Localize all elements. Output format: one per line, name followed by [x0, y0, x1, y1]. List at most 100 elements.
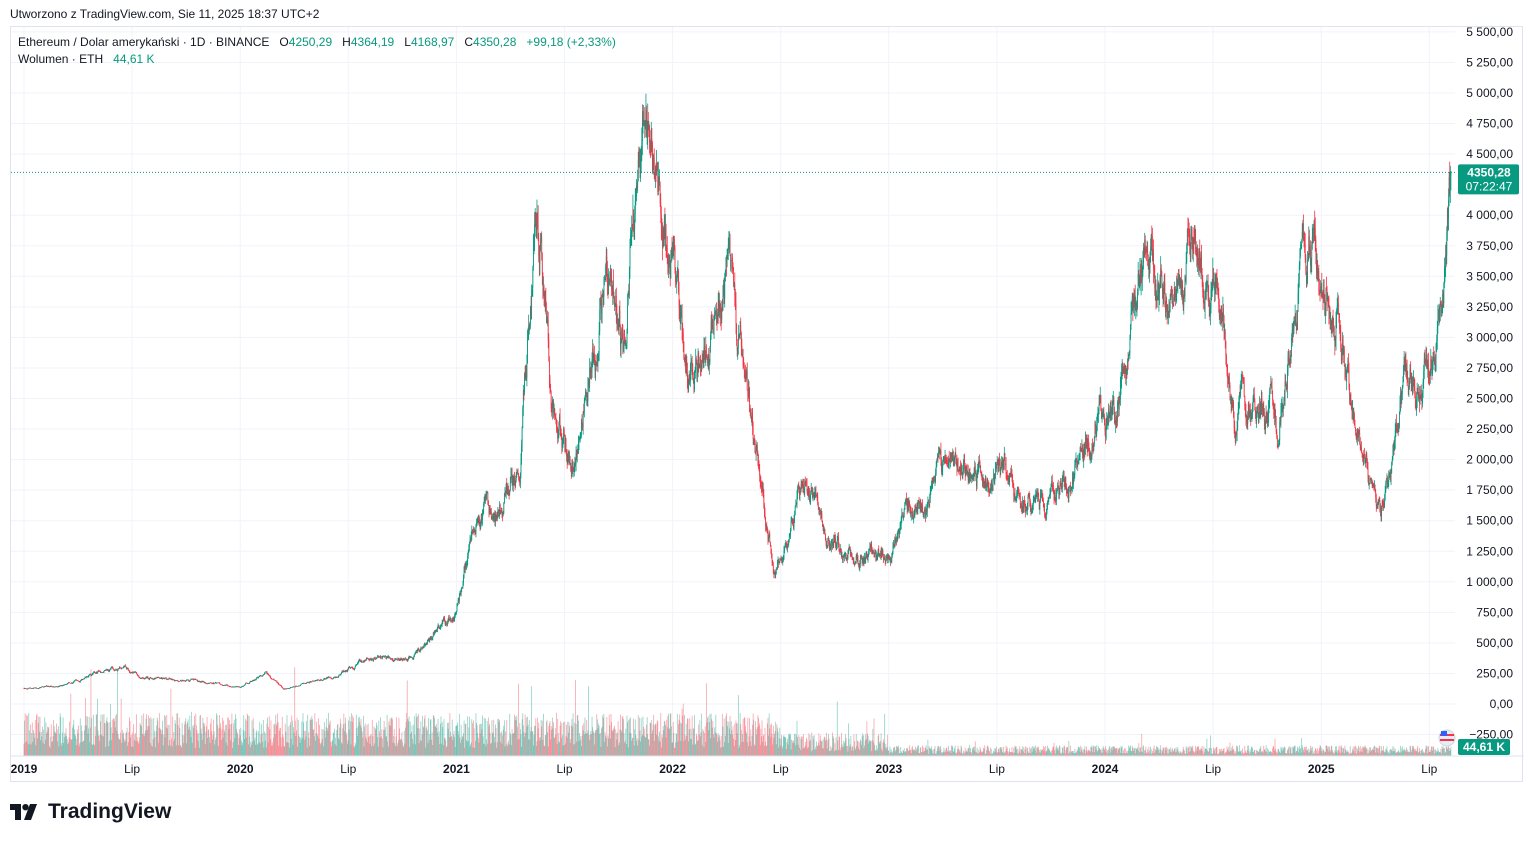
volume-bar [522, 713, 524, 756]
volume-bar [560, 721, 562, 756]
volume-bar [240, 727, 242, 756]
volume-bar [841, 732, 842, 756]
candle-body [78, 681, 80, 682]
candle-body [325, 678, 326, 680]
volume-bar [1138, 743, 1140, 756]
candle-body [322, 680, 323, 681]
volume-bar [1420, 753, 1422, 756]
volume-bar [1258, 752, 1260, 756]
candle-body [695, 358, 697, 371]
volume-bar [1118, 749, 1120, 756]
volume-bar [659, 741, 661, 756]
volume-bar [1415, 751, 1417, 756]
volume-bar [784, 737, 786, 756]
candle-body [252, 680, 254, 682]
volume-bar [1372, 748, 1374, 756]
volume-bar [117, 734, 119, 756]
candle-body [119, 667, 121, 669]
candle-body [162, 678, 164, 679]
volume-bar [1135, 747, 1137, 756]
volume-bar [1091, 745, 1093, 756]
candle-body [338, 676, 339, 678]
candle-body [503, 493, 505, 504]
volume-bar [586, 733, 588, 756]
candle-body [765, 526, 767, 527]
volume-bar [53, 720, 55, 756]
volume-bar [533, 735, 535, 756]
volume-bar [959, 749, 961, 756]
volume-bar [360, 718, 362, 756]
volume-bar [1437, 748, 1439, 756]
volume-bar [149, 742, 151, 756]
volume-bar [210, 723, 211, 756]
candle-body [700, 359, 701, 367]
volume-bar [1077, 746, 1079, 756]
volume-bar [877, 736, 879, 756]
candle-body [144, 677, 146, 680]
volume-bar [364, 723, 366, 756]
volume-bar [202, 717, 204, 756]
volume-bar [362, 737, 364, 756]
candle-body [354, 666, 356, 669]
volume-bar [967, 747, 969, 756]
volume-bar [894, 746, 896, 756]
volume-bar [456, 725, 457, 756]
candle-body [653, 157, 655, 175]
volume-bar [1349, 746, 1351, 756]
candle-body [416, 651, 418, 653]
volume-bar [874, 750, 876, 756]
volume-bar [1422, 748, 1423, 756]
candle-body [323, 679, 325, 680]
volume-bar [831, 747, 833, 756]
candle-body [527, 338, 528, 364]
volume-bar [188, 726, 190, 756]
volume-bar [176, 713, 178, 756]
volume-bar [491, 720, 493, 756]
candle-body [261, 675, 262, 677]
candle-body [241, 686, 243, 687]
volume-bar [1133, 748, 1135, 756]
candle-body [362, 662, 364, 663]
volume-bar [789, 733, 791, 756]
volume-bar [283, 737, 284, 756]
volume-bar [952, 746, 954, 756]
volume-bar [189, 715, 191, 756]
volume-bar [716, 735, 718, 756]
volume-bar [992, 752, 994, 756]
volume-bar [58, 746, 60, 756]
volume-bar [490, 743, 492, 756]
volume-bar [763, 734, 765, 756]
candle-body [469, 543, 470, 547]
volume-bar [1347, 750, 1349, 756]
volume-bar [1025, 753, 1027, 756]
candle-body [572, 468, 574, 472]
volume-bar [1362, 747, 1364, 756]
volume-bar [86, 716, 88, 756]
volume-bar [1387, 751, 1388, 756]
volume-bar [118, 739, 120, 756]
volume-bar [33, 730, 34, 756]
volume-bar [1359, 745, 1361, 756]
candle-body [263, 674, 265, 675]
volume-bar [1014, 745, 1016, 756]
volume-bar [739, 745, 740, 756]
volume-bar [1266, 751, 1268, 756]
volume-bar [868, 739, 870, 756]
volume-bar [52, 735, 54, 756]
candle-body [74, 680, 76, 682]
candle-body [562, 443, 563, 448]
volume-bar [1244, 745, 1246, 756]
volume-bar [1006, 747, 1008, 756]
volume-bar [783, 735, 785, 756]
candle-body [565, 438, 567, 451]
volume-bar [756, 727, 758, 756]
candle-body [227, 685, 229, 687]
volume-bar [25, 715, 27, 756]
candle-body [411, 657, 413, 659]
candle-body [464, 567, 466, 571]
volume-bar [400, 739, 402, 756]
volume-bar [642, 716, 644, 756]
candle-body [762, 487, 764, 491]
candle-body [44, 686, 46, 687]
